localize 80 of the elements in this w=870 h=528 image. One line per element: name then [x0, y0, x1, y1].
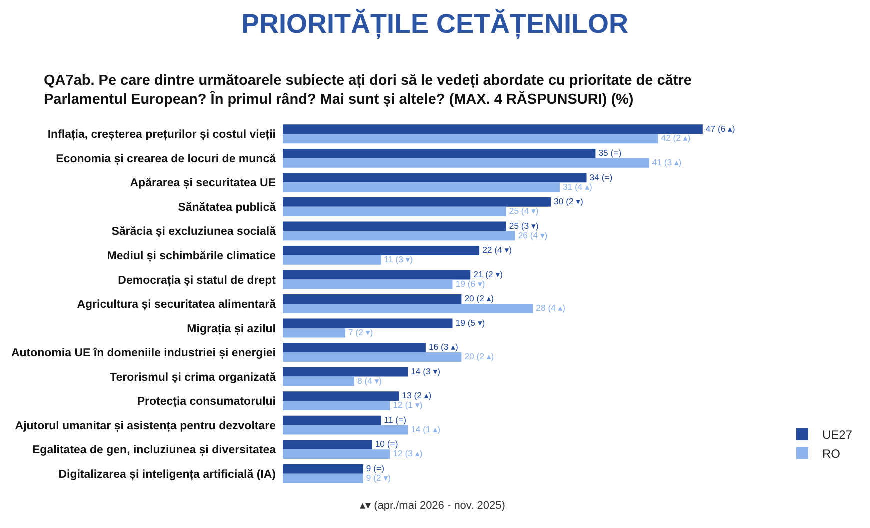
data-label: 26 (4 ▾) — [518, 230, 548, 240]
bar — [283, 450, 390, 460]
bar — [283, 294, 462, 304]
bar — [283, 474, 364, 484]
bar — [283, 158, 650, 168]
data-label: 7 (2 ▾) — [348, 327, 374, 338]
data-label: 28 (4 ▴) — [536, 303, 566, 314]
bar — [283, 134, 658, 144]
data-label: 21 (2 ▾) — [474, 269, 504, 280]
data-label: 9 (2 ▾) — [366, 472, 392, 483]
bar — [283, 318, 453, 328]
y-tick-label: Terorismul și crima organizată — [110, 372, 277, 384]
chart-title: PRIORITĂȚILE CETĂȚENILOR — [242, 9, 628, 40]
y-tick-label: Agricultura și securitatea alimentară — [77, 299, 277, 312]
bar — [283, 148, 596, 158]
bar — [283, 182, 560, 192]
bar — [283, 416, 382, 426]
data-label: 22 (4 ▾) — [482, 245, 512, 256]
data-label: 19 (6 ▾) — [456, 278, 486, 289]
data-label: 47 (6 ▴) — [706, 124, 736, 134]
data-label: 42 (2 ▴) — [661, 133, 691, 144]
y-tick-label: Inflația, creșterea prețurilor și costul vieții — [48, 129, 276, 142]
data-label: 8 (4 ▾) — [357, 376, 382, 386]
data-label: 41 (3 ▴) — [652, 157, 682, 168]
y-tick-label: Ajutorul umanitar și asistența pentru dezvoltare — [15, 420, 276, 432]
bar — [283, 197, 552, 207]
data-label: 14 (1 ▴) — [411, 424, 441, 434]
data-label: 35 (=) — [598, 148, 622, 158]
y-tick-label: Mediul și schimbările climatice — [107, 250, 276, 262]
bar — [283, 255, 382, 265]
bar — [283, 464, 364, 474]
data-label: 16 (3 ▴) — [428, 342, 458, 352]
y-tick-label: Democrația și statul de drept — [118, 274, 276, 287]
y-tick-label: Digitalizarea și inteligența artificială (IA) — [58, 468, 276, 481]
bar — [283, 425, 408, 435]
data-label: 10 (=) — [375, 439, 398, 450]
bar — [283, 231, 516, 241]
bar — [283, 343, 426, 353]
data-label: 9 (=) — [366, 464, 385, 474]
data-label: 19 (5 ▾) — [456, 318, 486, 328]
y-tick-label: Egalitatea de gen, incluziunea și diversitatea — [32, 444, 277, 457]
bar — [283, 280, 453, 290]
data-label: 34 (=) — [590, 172, 613, 182]
bar — [283, 246, 480, 256]
bar — [283, 376, 354, 386]
bar — [283, 270, 471, 280]
data-label: 25 (4 ▾) — [509, 206, 539, 216]
y-tick-label: Sănătatea publică — [178, 202, 277, 214]
legend-label: RO — [822, 446, 840, 461]
bar — [283, 440, 372, 450]
data-label: 11 (3 ▾) — [384, 254, 414, 265]
text: ▴▾ (apr./mai 2026 - nov. 2025) — [360, 500, 506, 512]
bar — [283, 173, 587, 183]
y-tick-label: Autonomia UE în domeniile industriei și energiei — [11, 348, 276, 360]
bar — [283, 352, 462, 362]
data-label: 20 (2 ▴) — [464, 294, 494, 304]
bar — [283, 392, 400, 402]
bar — [283, 206, 506, 216]
bar — [283, 304, 534, 314]
data-label: 13 (2 ▴) — [402, 390, 432, 401]
bar — [283, 367, 408, 377]
bar — [283, 124, 703, 134]
data-label: 12 (1 ▾) — [393, 400, 423, 410]
y-tick-label: Sărăcia și excluziunea socială — [112, 226, 277, 238]
data-label: 30 (2 ▾) — [554, 196, 584, 207]
y-tick-label: Migrația și azilul — [187, 323, 276, 336]
y-tick-label: Economia și crearea de locuri de muncă — [56, 153, 277, 166]
y-tick-label: Apărarea și securitatea UE — [130, 178, 276, 190]
data-label: 11 (=) — [384, 414, 407, 425]
y-tick-label: Protecția consumatorului — [137, 396, 276, 408]
bar — [283, 401, 390, 411]
data-label: 20 (2 ▴) — [464, 352, 494, 362]
data-label: 25 (3 ▾) — [509, 220, 539, 231]
data-label: 31 (4 ▴) — [562, 182, 592, 192]
bar — [283, 222, 506, 232]
bar — [283, 328, 346, 338]
legend-label: UE27 — [822, 428, 853, 442]
data-label: 14 (3 ▾) — [411, 366, 441, 376]
chart-subtitle: QA7ab. Pe care dintre următoarele subiecte ați dori să le vedeți abordate cu prioritate de către Parlamentul European? În primul rând? Mai sunt și altele? (MAX. 4 RĂSPUNSURI) (%) — [44, 73, 692, 108]
data-label: 12 (3 ▴) — [393, 448, 423, 459]
